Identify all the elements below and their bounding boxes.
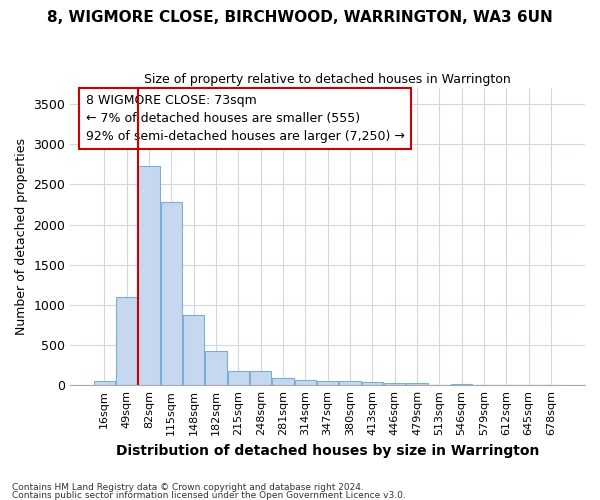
Bar	[227, 371, 249, 385]
Text: 8 WIGMORE CLOSE: 73sqm
← 7% of detached houses are smaller (555)
92% of semi-det: 8 WIGMORE CLOSE: 73sqm ← 7% of detached …	[86, 94, 404, 143]
Text: 8, WIGMORE CLOSE, BIRCHWOOD, WARRINGTON, WA3 6UN: 8, WIGMORE CLOSE, BIRCHWOOD, WARRINGTON,…	[47, 10, 553, 25]
Bar	[183, 314, 204, 385]
Bar	[317, 381, 338, 385]
Bar	[94, 381, 115, 385]
Bar	[362, 382, 383, 385]
Bar	[116, 297, 137, 385]
Bar	[272, 378, 293, 385]
Title: Size of property relative to detached houses in Warrington: Size of property relative to detached ho…	[144, 72, 511, 86]
Bar	[295, 380, 316, 385]
X-axis label: Distribution of detached houses by size in Warrington: Distribution of detached houses by size …	[116, 444, 539, 458]
Text: Contains public sector information licensed under the Open Government Licence v3: Contains public sector information licen…	[12, 490, 406, 500]
Text: Contains HM Land Registry data © Crown copyright and database right 2024.: Contains HM Land Registry data © Crown c…	[12, 484, 364, 492]
Bar	[205, 350, 227, 385]
Bar	[139, 166, 160, 385]
Bar	[451, 384, 472, 385]
Bar	[384, 383, 405, 385]
Bar	[250, 371, 271, 385]
Bar	[161, 202, 182, 385]
Y-axis label: Number of detached properties: Number of detached properties	[15, 138, 28, 335]
Bar	[406, 383, 428, 385]
Bar	[340, 381, 361, 385]
